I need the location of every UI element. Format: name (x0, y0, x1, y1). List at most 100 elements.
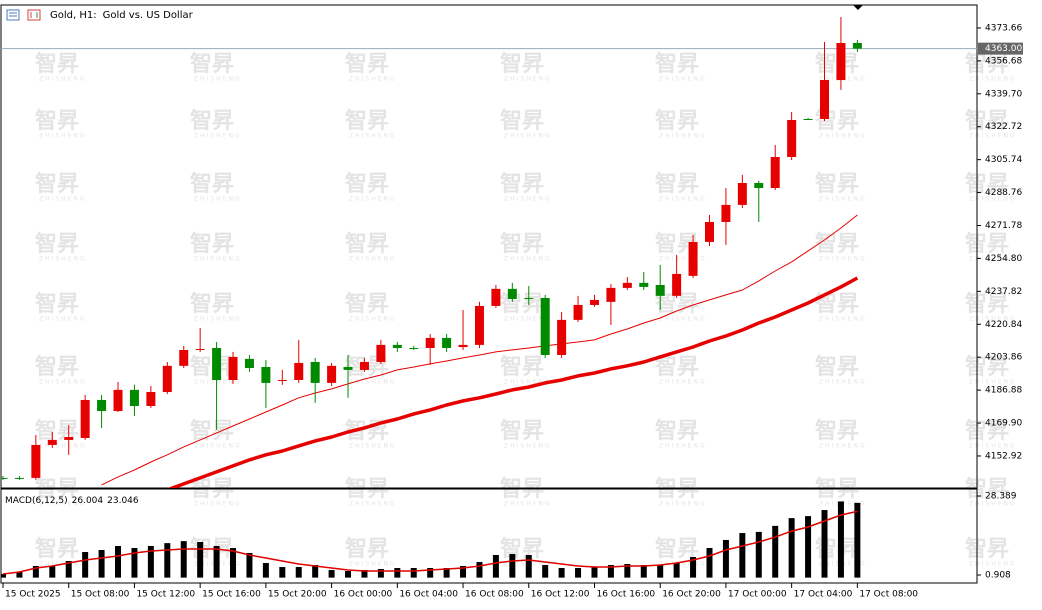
macd-bar (82, 552, 89, 578)
watermark-sub: ZHISHENG (504, 501, 552, 508)
candle-body (721, 204, 731, 222)
candle-body (704, 221, 714, 242)
watermark-sub: ZHISHENG (969, 561, 1017, 568)
watermark: 智昇 (345, 291, 389, 317)
watermark: 智昇 (345, 51, 389, 77)
candle-body (47, 439, 57, 445)
watermark-sub: ZHISHENG (504, 379, 552, 386)
watermark: 智昇 (500, 354, 544, 380)
macd-bar (312, 565, 319, 578)
macd-bar (460, 566, 467, 578)
watermark-sub: ZHISHENG (194, 316, 242, 323)
watermark-sub: ZHISHENG (819, 443, 867, 450)
candle-body (129, 389, 139, 406)
candle-body (655, 284, 665, 296)
watermark-sub: ZHISHENG (349, 76, 397, 83)
macd-bar (345, 571, 352, 578)
y-tick-label: 4305.74 (985, 155, 1022, 165)
watermark: 智昇 (965, 291, 1009, 317)
candle-body (212, 348, 222, 380)
watermark: 智昇 (500, 418, 544, 444)
watermark-sub: ZHISHENG (819, 256, 867, 263)
candle-body (64, 437, 74, 440)
shift-marker (853, 5, 863, 10)
macd-bar (98, 550, 105, 578)
macd-label: MACD(6,12,5) 26.004 23.046 (5, 496, 139, 506)
watermark-sub: ZHISHENG (39, 133, 87, 140)
watermark-sub: ZHISHENG (39, 443, 87, 450)
y-tick-label: 4254.80 (985, 254, 1022, 264)
watermark: 智昇 (35, 51, 79, 77)
watermark-sub: ZHISHENG (819, 379, 867, 386)
candle-body (376, 344, 386, 362)
candle-body (491, 288, 501, 306)
macd-bar (476, 562, 483, 578)
y-tick-label: 4186.88 (985, 386, 1022, 396)
watermark-sub: ZHISHENG (969, 133, 1017, 140)
watermark-sub: ZHISHENG (39, 76, 87, 83)
signal-value: 23.046 (107, 496, 139, 506)
macd-bar (690, 557, 697, 578)
watermark: 智昇 (965, 536, 1009, 562)
watermark: 智昇 (500, 536, 544, 562)
candle-body (458, 344, 468, 348)
watermark-sub: ZHISHENG (969, 501, 1017, 508)
macd-bar (164, 543, 171, 578)
watermark-sub: ZHISHENG (659, 561, 707, 568)
watermark: 智昇 (35, 291, 79, 317)
watermark: 智昇 (190, 231, 234, 257)
macd-bar (722, 539, 729, 578)
macd-bar (624, 564, 631, 578)
watermark: 智昇 (190, 354, 234, 380)
watermark-sub: ZHISHENG (39, 316, 87, 323)
watermark: 智昇 (965, 231, 1009, 257)
macd-bar (410, 568, 417, 578)
y-tick-label: 4203.86 (985, 353, 1022, 363)
watermark: 智昇 (655, 51, 699, 77)
candle-body (820, 80, 829, 120)
y-tick-label: 4152.92 (985, 451, 1022, 461)
macd-bar (49, 566, 56, 578)
candle-body (425, 337, 435, 349)
watermark: 智昇 (500, 108, 544, 134)
y-tick-label: 4356.68 (985, 56, 1022, 66)
last-price-box (978, 42, 1023, 55)
watermark-sub: ZHISHENG (819, 133, 867, 140)
candle-body (1, 477, 8, 479)
watermark-sub: ZHISHENG (349, 501, 397, 508)
watermark: 智昇 (965, 171, 1009, 197)
watermark-sub: ZHISHENG (194, 76, 242, 83)
watermark: 智昇 (500, 291, 544, 317)
watermark-sub: ZHISHENG (969, 256, 1017, 263)
watermark: 智昇 (965, 108, 1009, 134)
watermark-sub: ZHISHENG (504, 196, 552, 203)
candle-body (343, 367, 353, 370)
watermark-sub: ZHISHENG (969, 443, 1017, 450)
macd-bar (673, 563, 680, 578)
watermark-sub: ZHISHENG (819, 196, 867, 203)
main-pane (0, 4, 978, 489)
candle-body (195, 348, 205, 350)
macd-pane (0, 488, 978, 584)
macd-bar (32, 566, 39, 578)
macd-bar (821, 510, 828, 578)
watermark: 智昇 (190, 291, 234, 317)
macd-bar (772, 525, 779, 578)
macd-bar (328, 570, 335, 578)
watermark: 智昇 (190, 51, 234, 77)
macd-bar (361, 570, 368, 578)
macd-bar (197, 541, 204, 578)
macd-name: MACD(6,12,5) (5, 496, 68, 506)
moving-average (167, 276, 859, 488)
candle-body (310, 361, 320, 383)
x-tick-label: 16 Oct 16:00 (596, 590, 655, 600)
x-tick-label: 16 Oct 12:00 (531, 590, 590, 600)
watermark-sub: ZHISHENG (39, 501, 87, 508)
macd-area (1, 501, 861, 578)
x-tick-label: 16 Oct 00:00 (334, 590, 393, 600)
candle-body (392, 344, 402, 349)
x-tick-label: 16 Oct 08:00 (465, 590, 524, 600)
symbol: Gold, H1: (50, 10, 97, 21)
